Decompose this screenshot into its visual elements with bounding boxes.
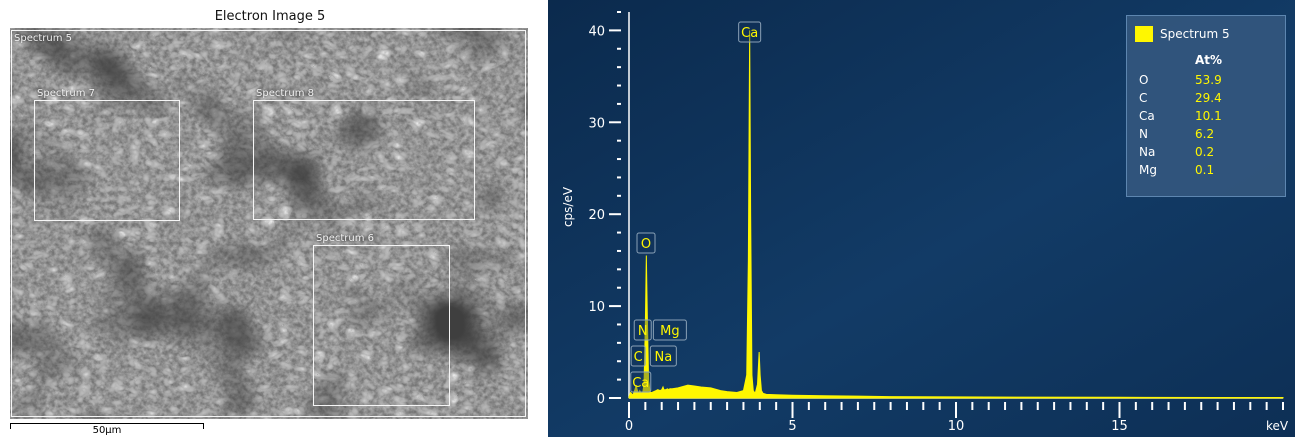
legend-element: C bbox=[1139, 91, 1148, 105]
peak-label-box bbox=[630, 371, 652, 393]
legend-row: O 53.9 bbox=[1139, 73, 1269, 87]
legend-row: Ca 10.1 bbox=[1139, 109, 1269, 123]
peak-label-text: N bbox=[638, 324, 648, 339]
scale-bar bbox=[10, 423, 204, 424]
legend-element: Mg bbox=[1139, 163, 1157, 177]
peak-label-box bbox=[630, 345, 646, 367]
y-axis-label: cps/eV bbox=[561, 186, 575, 227]
peak-label-text: O bbox=[641, 237, 651, 252]
spectrum-series-fill bbox=[628, 30, 1284, 399]
peak-label: O bbox=[636, 232, 656, 254]
legend-swatch bbox=[1135, 26, 1153, 42]
y-tick-label: 40 bbox=[588, 24, 605, 39]
x-tick-label: 0 bbox=[625, 419, 633, 434]
scale-bar-right-tick bbox=[203, 423, 204, 429]
peak-label: Na bbox=[649, 345, 677, 367]
peak-label-box bbox=[633, 319, 652, 341]
peak-label-box bbox=[738, 21, 762, 43]
axes: 0 10 20 30 40 0 5 10 15 bbox=[588, 11, 1284, 434]
legend-value: 53.9 bbox=[1195, 73, 1222, 87]
spectrum-6-label: Spectrum 6 bbox=[316, 233, 374, 244]
spectrum-8-region[interactable]: Spectrum 8 bbox=[253, 89, 475, 220]
electron-micrograph: Spectrum 5 Spectrum 7 Spectrum 8 Spectru… bbox=[10, 28, 528, 419]
peak-label: Mg bbox=[652, 319, 687, 341]
y-tick-label: 30 bbox=[588, 116, 605, 131]
y-tick-label: 0 bbox=[597, 392, 605, 407]
peak-label: C bbox=[630, 345, 646, 367]
legend-row: N 6.2 bbox=[1139, 127, 1269, 141]
peak-label-text: Na bbox=[654, 350, 672, 365]
peak-label: Ca bbox=[630, 371, 652, 393]
peak-labels: Ca O N Mg C Na Ca bbox=[630, 21, 762, 393]
series-layer bbox=[628, 30, 1284, 399]
legend-value: 29.4 bbox=[1195, 91, 1222, 105]
y-tick-label: 10 bbox=[588, 300, 605, 315]
eds-spectrum-panel: 0 10 20 30 40 0 5 10 15 Ca O N Mg C Na Ca cps/eV keV S… bbox=[548, 0, 1295, 437]
x-axis-label: keV bbox=[1266, 419, 1289, 433]
peak-label-text: Ca bbox=[632, 376, 649, 391]
legend-row: Na 0.2 bbox=[1139, 145, 1269, 159]
x-tick-label: 5 bbox=[788, 419, 796, 434]
legend-value: 6.2 bbox=[1195, 127, 1215, 141]
legend-column-header: At% bbox=[1195, 53, 1223, 67]
legend-element: N bbox=[1139, 127, 1148, 141]
spectrum-7-region[interactable]: Spectrum 7 bbox=[34, 89, 180, 221]
legend-element: Na bbox=[1139, 145, 1156, 159]
peak-label: Ca bbox=[738, 21, 762, 43]
legend: Spectrum 5 At% O 53.9 C 29.4 Ca 10.1 N 6… bbox=[1126, 15, 1286, 197]
legend-element: O bbox=[1139, 73, 1149, 87]
legend-value: 10.1 bbox=[1195, 109, 1222, 123]
peak-label: N bbox=[633, 319, 652, 341]
electron-image-panel: Electron Image 5 bbox=[0, 0, 540, 437]
micrograph-texture bbox=[10, 28, 528, 419]
scale-bar-label: 50µm bbox=[92, 425, 122, 436]
x-tick-label: 10 bbox=[948, 419, 965, 434]
scale-bar-left-tick bbox=[10, 423, 11, 429]
legend-row: C 29.4 bbox=[1139, 91, 1269, 105]
legend-element: Ca bbox=[1139, 109, 1155, 123]
legend-row: Mg 0.1 bbox=[1139, 163, 1269, 177]
peak-label-box bbox=[649, 345, 677, 367]
peak-label-text: Mg bbox=[660, 324, 679, 339]
spectrum-8-label: Spectrum 8 bbox=[256, 88, 314, 99]
peak-label-text: Ca bbox=[741, 26, 758, 41]
legend-value: 0.2 bbox=[1195, 145, 1215, 159]
peak-label-text: C bbox=[634, 350, 643, 365]
peak-label-box bbox=[636, 232, 656, 254]
legend-series-name: Spectrum 5 bbox=[1160, 27, 1230, 41]
peak-label-box bbox=[652, 319, 687, 341]
spectrum-5-label: Spectrum 5 bbox=[14, 33, 72, 44]
legend-value: 0.1 bbox=[1195, 163, 1215, 177]
spectrum-5-region[interactable]: Spectrum 5 bbox=[11, 30, 526, 417]
electron-image-title: Electron Image 5 bbox=[214, 9, 326, 24]
x-tick-label: 15 bbox=[1111, 419, 1128, 434]
y-tick-label: 20 bbox=[588, 208, 605, 223]
spectrum-6-region[interactable]: Spectrum 6 bbox=[313, 234, 450, 406]
spectrum-7-label: Spectrum 7 bbox=[37, 88, 95, 99]
